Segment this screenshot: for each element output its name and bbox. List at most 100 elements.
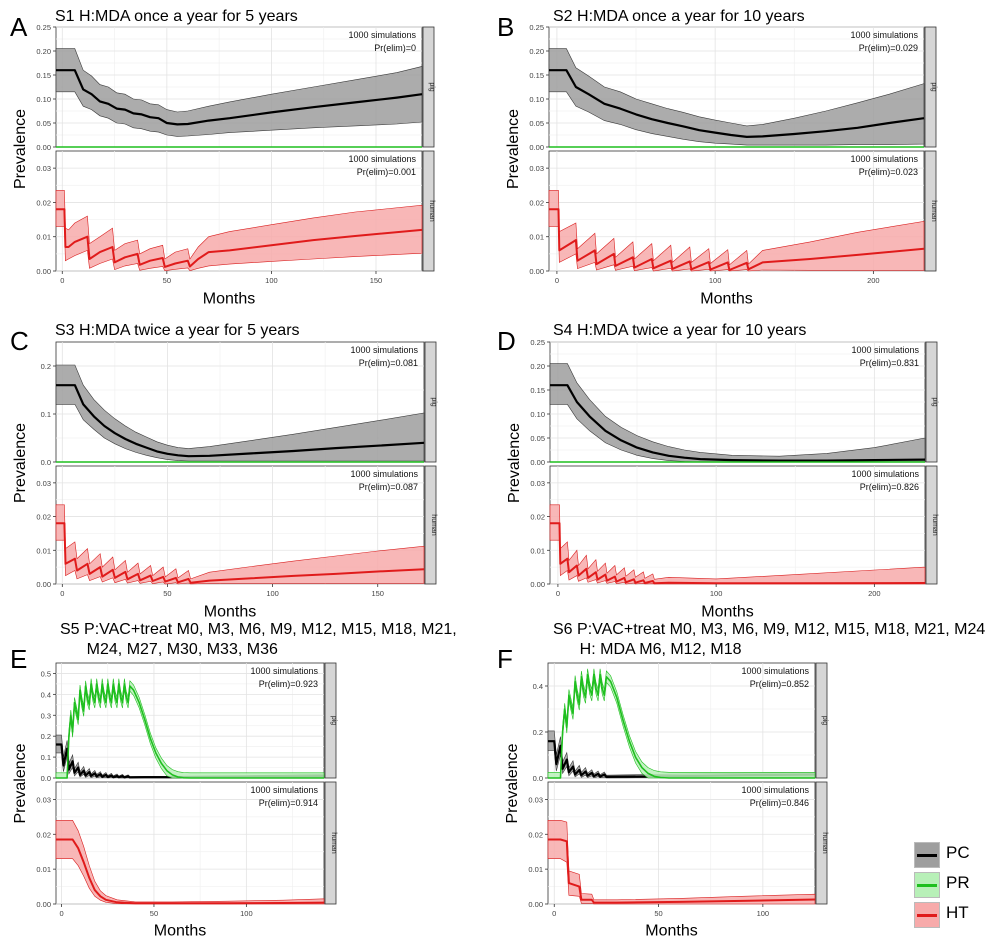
panel-c-title: S3 H:MDA twice a year for 5 years <box>55 322 300 339</box>
panel-f-human-facet: 0.00 0.01 0.02 0.03 human 1000 simulations Pr(… <box>528 781 828 909</box>
panel-f-human-strip <box>815 781 828 905</box>
panel-f-human-ytick-label: 0.00 <box>528 900 543 909</box>
panel-a-human-ytick-label: 0.00 <box>36 267 51 276</box>
panel-e-pig-ytick-label: 0.4 <box>41 690 51 699</box>
panel-c-human-ht-ci-band <box>55 504 425 585</box>
panel-a-human-ht-ci-band <box>55 190 423 272</box>
panel-b-pig-pc-ci-band <box>548 48 925 146</box>
panel-b-human-ytick-label: 0.02 <box>529 198 544 207</box>
panel-a-pig-facet: 0.00 0.05 0.10 0.15 0.20 0.25 pig 1000 simulati… <box>36 23 435 152</box>
panel-b-human-ytick-label: 0.00 <box>529 267 544 276</box>
panel-b-human-strip <box>924 150 937 272</box>
panel-c-pig-ytick-label: 0.1 <box>41 410 51 419</box>
panel-d-human-ytick-label: 0.03 <box>530 479 545 488</box>
panel-a-xtick-label: 0 <box>60 276 64 285</box>
panel-e-pig-annotation-pr-elim: Pr(elim)=0.923 <box>259 679 318 689</box>
panel-d-xtick-label: 100 <box>710 589 723 598</box>
panel-d-pig-ytick-label: 0.05 <box>530 434 545 443</box>
legend-key-pc <box>914 842 940 868</box>
panel-f-human-ytick-label: 0.03 <box>528 795 543 804</box>
panel-a-y-axis-title: Prevalence <box>12 109 29 189</box>
panel-b-pig-strip-label: pig <box>930 82 937 91</box>
panel-e-human-facet: 0.00 0.01 0.02 0.03 human 1000 simulations Pr(… <box>36 781 337 909</box>
panel-e-human-strip-label: human <box>330 832 337 854</box>
panel-b-human-ytick-label: 0.01 <box>529 233 544 242</box>
panel-b-human-annotation-pr-elim: Pr(elim)=0.023 <box>859 167 918 177</box>
panel-a-pig-annotation-simulations: 1000 simulations <box>348 30 416 40</box>
panel-c-pig-strip <box>424 341 437 463</box>
panel-e-human-ht-line <box>56 838 325 905</box>
panel-b-pig-ytick-label: 0.00 <box>529 143 544 152</box>
panel-a-title: S1 H:MDA once a year for 5 years <box>55 8 298 25</box>
panel-d-pig-ytick-label: 0.10 <box>530 410 545 419</box>
panel-a-pig-ytick-label: 0.15 <box>36 71 51 80</box>
panel-c-human-ytick-label: 0.02 <box>36 513 51 522</box>
panel-b-human-annotation-simulations: 1000 simulations <box>850 154 918 164</box>
panel-b-pig-ytick-label: 0.10 <box>529 95 544 104</box>
panel-e-pig-pr-line <box>56 683 324 779</box>
panel-b-xtick-label: 200 <box>867 276 880 285</box>
panel-c-pig-strip-label: pig <box>430 397 437 406</box>
panel-c-pig-ytick-label: 0.0 <box>41 458 51 467</box>
panel-b-human-ytick-label: 0.03 <box>529 164 544 173</box>
legend-key-pr <box>914 872 940 898</box>
panel-d-y-axis-title: Prevalence <box>506 423 523 503</box>
panel-e-x-axis-title: Months <box>154 922 206 936</box>
panel-b-pig-annotation-simulations: 1000 simulations <box>850 30 918 40</box>
panel-c-x-axis-title: Months <box>204 603 256 620</box>
panel-f-pig-strip-label: pig <box>821 716 828 725</box>
panel-d-pig-strip-label: pig <box>931 397 938 406</box>
panel-d-human-annotation-simulations: 1000 simulations <box>851 469 919 479</box>
panel-c-human-strip <box>424 465 437 585</box>
panel-d-pig-annotation-simulations: 1000 simulations <box>851 345 919 355</box>
panel-d-human-ht-line <box>550 522 926 585</box>
panel-c-human-ht-line <box>56 522 425 584</box>
panel-e-human-annotation-pr-elim: Pr(elim)=0.914 <box>259 798 318 808</box>
panel-e-human-ht-ci-band <box>55 820 325 905</box>
panel-e-pig-ytick-label: 0.3 <box>41 711 51 720</box>
panel-d-title: S4 H:MDA twice a year for 10 years <box>553 322 807 339</box>
panel-e-pig-pc-line <box>56 743 325 779</box>
panel-a-pig-pc-line <box>56 69 423 126</box>
panel-e-letter: E <box>10 644 28 674</box>
panel-d: 0.00 0.05 0.10 0.15 0.20 0.25 pig 1000 simulati… <box>506 338 938 620</box>
panel-a-pig-strip <box>422 26 435 148</box>
panel-a-pig-annotation-pr-elim: Pr(elim)=0 <box>374 43 416 53</box>
panel-c-human-annotation-simulations: 1000 simulations <box>350 469 418 479</box>
panel-b-pig-facet: 0.00 0.05 0.10 0.15 0.20 0.25 pig 1000 simulati… <box>529 23 937 152</box>
panel-e-pig-ytick-label: 0.5 <box>41 669 51 678</box>
panel-d-xtick-label: 200 <box>868 589 881 598</box>
panel-c-xtick-label: 150 <box>371 589 384 598</box>
panel-f-xtick-label: 0 <box>552 909 556 918</box>
panel-a-human-ytick-label: 0.02 <box>36 198 51 207</box>
panel-a-pig-ytick-label: 0.00 <box>36 143 51 152</box>
panel-d-human-facet: 0.00 0.01 0.02 0.03 human 1000 simulations Pr(… <box>530 465 938 589</box>
panel-b-x-axis-title: Months <box>700 290 752 307</box>
panel-d-pig-pc-line <box>550 384 926 462</box>
panel-d-human-plot-area <box>549 465 926 585</box>
panel-d-pig-strip <box>925 341 938 463</box>
panel-a-pig-ytick-label: 0.20 <box>36 47 51 56</box>
panel-d-xtick-label: 0 <box>556 589 560 598</box>
panel-b-pig-ytick-label: 0.25 <box>529 23 544 32</box>
panel-d-human-ytick-label: 0.02 <box>530 513 545 522</box>
panel-e-xtick-label: 0 <box>59 909 63 918</box>
panel-a-pig-ytick-label: 0.25 <box>36 23 51 32</box>
panel-d-human-ytick-label: 0.00 <box>530 580 545 589</box>
panel-f-human-ytick-label: 0.02 <box>528 830 543 839</box>
panel-e-pig-plot-area <box>55 662 325 779</box>
panel-a-x-axis-title: Months <box>203 290 255 307</box>
panel-e-pig-strip <box>324 662 337 779</box>
panel-b-pig-strip <box>924 26 937 148</box>
panel-f-xtick-label: 100 <box>757 909 770 918</box>
panel-d-human-annotation-pr-elim: Pr(elim)=0.826 <box>860 482 919 492</box>
panel-c-xtick-label: 0 <box>60 589 64 598</box>
panel-d-human-strip <box>925 465 938 585</box>
panel-e-pig-facet: 0.0 0.1 0.2 0.3 0.4 0.5 pig 1000 simulations Pr(… <box>41 662 337 783</box>
panel-b-pig-ytick-label: 0.20 <box>529 47 544 56</box>
legend-key-ht <box>914 902 940 928</box>
legend-item-ht: HT <box>912 900 998 930</box>
legend-item-pr: PR <box>912 870 998 900</box>
panel-f-x-axis-title: Months <box>645 922 697 936</box>
